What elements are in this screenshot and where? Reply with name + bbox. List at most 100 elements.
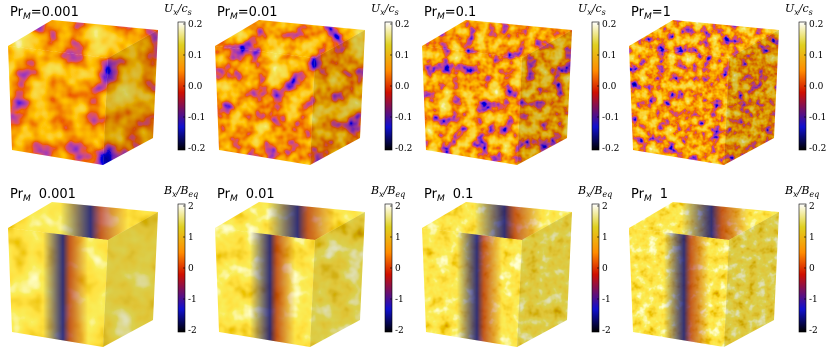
var-sub: x <box>173 8 178 17</box>
ref: /c <box>591 2 602 15</box>
label-text: Pr <box>424 5 438 20</box>
var: B <box>784 184 793 197</box>
colorbar-tick-label: 0 <box>395 264 401 274</box>
colorbar-tick-label: 0.1 <box>602 51 616 61</box>
label-sub: M <box>644 12 652 22</box>
colorbar-title: Bx/Beq <box>163 184 198 199</box>
var-sub: x <box>379 190 384 199</box>
colorbar-tick-label: 0 <box>809 264 815 274</box>
panel-label: PrM 0.01 <box>217 187 275 204</box>
cube-face <box>215 46 315 165</box>
colorbar-tick-label: -0.1 <box>395 113 412 123</box>
field-band <box>422 202 572 240</box>
cube-face <box>517 30 572 165</box>
colorbar-tick-label: -1 <box>602 295 611 305</box>
label-value: =0.001 <box>31 5 79 20</box>
cube-face <box>103 212 158 347</box>
colorbar-tick-label: 0.2 <box>602 20 616 30</box>
ref: /c <box>798 2 809 15</box>
colorbar-tick-label: 0.2 <box>809 20 823 30</box>
face-shade <box>103 30 158 165</box>
ref-sub: s <box>602 8 606 17</box>
cube-face <box>215 20 365 58</box>
colorbar-tick-label: 1 <box>395 233 401 243</box>
colorbar-tick-label: 2 <box>395 202 401 212</box>
field-band <box>8 228 108 347</box>
colorbar-tick-label: 0.1 <box>395 51 409 61</box>
ref: /c <box>177 2 188 15</box>
colorbar-tick-label: -1 <box>188 295 197 305</box>
label-sub: M <box>437 194 445 204</box>
colorbar-tick-label: 1 <box>809 233 815 243</box>
var-sub: x <box>793 190 798 199</box>
face-shade <box>517 30 572 165</box>
colorbar-title: Ux/cs <box>164 2 192 17</box>
label-sub: M <box>23 12 31 22</box>
field-band <box>629 228 729 347</box>
field-band <box>215 202 365 240</box>
colorbar-tick-label: 0.2 <box>188 20 202 30</box>
cube-face <box>629 20 779 58</box>
colorbar-title: Bx/Beq <box>370 184 405 199</box>
ref-sub: eq <box>809 190 819 199</box>
cube-face <box>8 46 108 165</box>
panel: PrM 0.01 Bx/Beq 2 1 0 -1 -2 <box>215 184 405 347</box>
label-sub: M <box>23 194 31 204</box>
field-band <box>8 202 158 240</box>
colorbar-tick-label: 0.0 <box>395 82 410 92</box>
cube-face <box>724 212 779 347</box>
colorbar-tick-label: 2 <box>602 202 608 212</box>
ref-sub: s <box>188 8 192 17</box>
label-value: 0.01 <box>246 187 275 202</box>
label-sub: M <box>230 12 238 22</box>
cube-face <box>310 212 365 347</box>
colorbar-tick-label: 0.1 <box>809 51 823 61</box>
var: B <box>163 184 172 197</box>
var-sub: x <box>794 8 799 17</box>
colorbar-tick-label: 0 <box>188 264 194 274</box>
face-shade <box>724 212 779 347</box>
cube-face <box>422 46 522 165</box>
var: U <box>785 2 795 15</box>
cube-face <box>517 212 572 347</box>
colorbar-tick-label: -2 <box>602 326 611 336</box>
face-shade <box>517 212 572 347</box>
ref-sub: eq <box>188 190 198 199</box>
colorbar-title: Bx/Beq <box>784 184 819 199</box>
colorbar-tick-label: 2 <box>188 202 194 212</box>
label-sub: M <box>437 12 445 22</box>
field-band <box>422 228 522 347</box>
face-shade <box>724 30 779 165</box>
colorbar-tick-label: -0.1 <box>188 113 205 123</box>
field-band <box>629 202 779 240</box>
label-sub: M <box>644 194 652 204</box>
label-sub: M <box>230 194 238 204</box>
var-sub: x <box>172 190 177 199</box>
label-text: Pr <box>217 187 231 202</box>
colorbar-tick-label: 0 <box>602 264 608 274</box>
label-value: 0.1 <box>453 187 474 202</box>
label-text: Pr <box>10 187 24 202</box>
panel: PrM=0.01 Ux/cs 0.2 0.1 0.0 -0.1 -0.2 <box>215 2 412 165</box>
panel-label: PrM=0.01 <box>217 5 278 22</box>
colorbar-tick-label: 0.0 <box>809 82 824 92</box>
label-value: =1 <box>652 5 671 20</box>
var-sub: x <box>587 8 592 17</box>
colorbar-tick-label: -0.1 <box>809 113 826 123</box>
cube-face <box>103 30 158 165</box>
ref-sub: s <box>809 8 813 17</box>
colorbar-title: Ux/cs <box>578 2 606 17</box>
colorbar-tick-label: -2 <box>395 326 404 336</box>
colorbar-tick-label: 0.2 <box>395 20 409 30</box>
colorbar-tick-label: -0.2 <box>395 144 412 154</box>
colorbar-tick-label: 1 <box>602 233 608 243</box>
label-value: =0.01 <box>238 5 278 20</box>
colorbar-tick-label: -2 <box>188 326 197 336</box>
colorbar-tick-label: -2 <box>809 326 818 336</box>
ref-sub: s <box>395 8 399 17</box>
colorbar-tick-label: 0.0 <box>188 82 203 92</box>
cube-face <box>310 30 365 165</box>
field-band <box>215 228 315 347</box>
panel: PrM=1 Ux/cs 0.2 0.1 0.0 -0.1 -0.2 <box>629 2 826 165</box>
